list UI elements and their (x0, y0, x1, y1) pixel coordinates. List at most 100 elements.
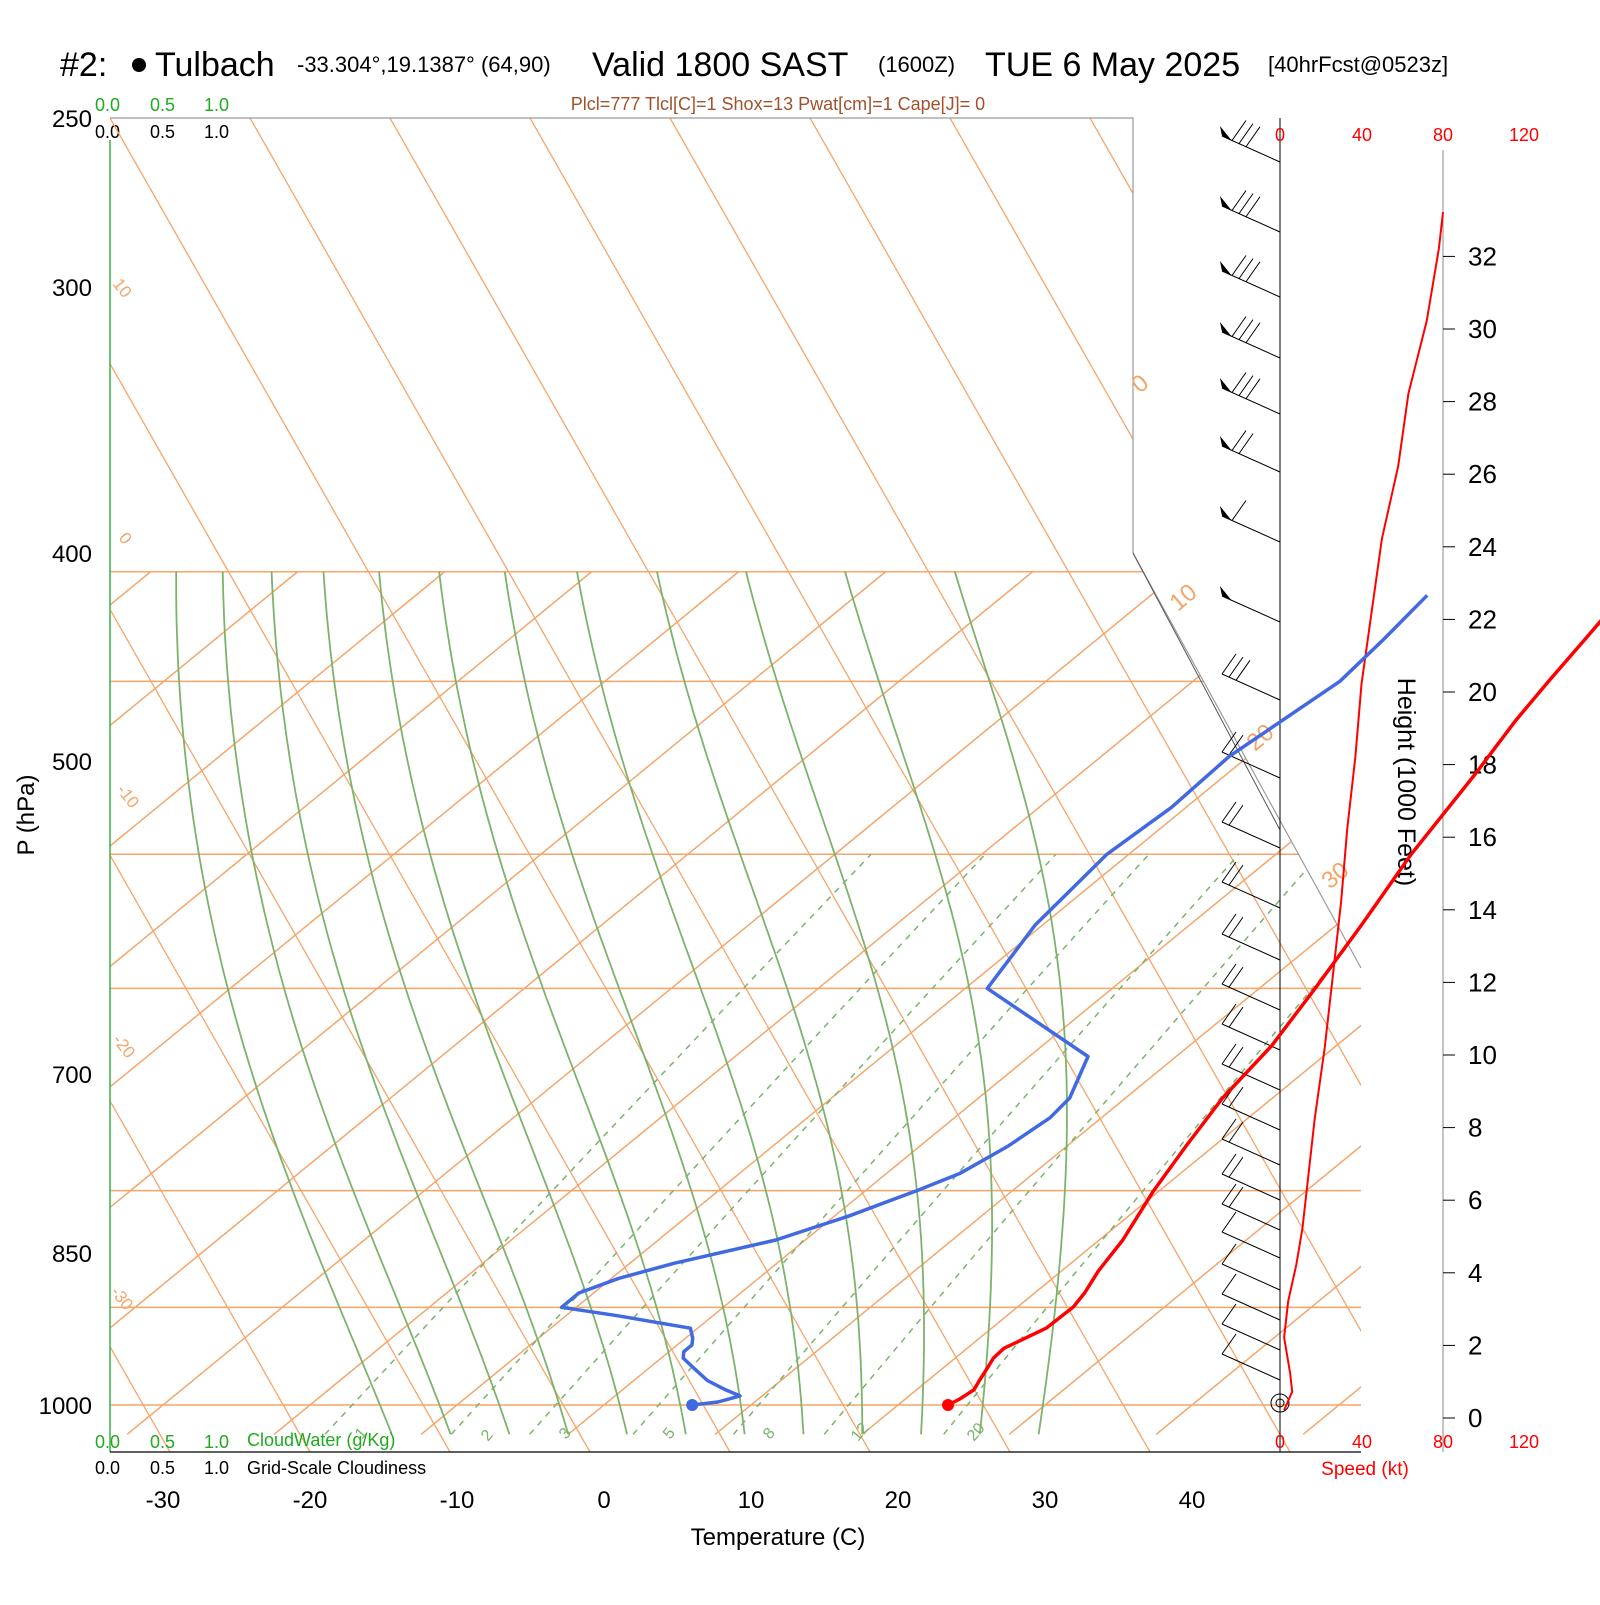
wind-barb (1221, 1243, 1281, 1291)
forecast-date: TUE 6 May 2025 (985, 46, 1240, 84)
dry-adiabat-line (110, 118, 591, 1452)
wind-barb (1220, 120, 1281, 163)
cloudiness-tick: 0.5 (150, 1458, 175, 1478)
cloud-scale-top: 0.0 0.5 1.0 0.0 0.5 1.0 (95, 95, 229, 142)
wind-barb-shaft (1221, 1323, 1281, 1351)
mixing-ratio-label: 20 (964, 1420, 989, 1445)
wind-barb-feather (1245, 196, 1261, 218)
wind-barb (1221, 1273, 1281, 1321)
wind-barb-feather (1245, 261, 1261, 283)
isotherm-label: 10 (109, 275, 136, 302)
isotherm-line (273, 571, 1328, 1435)
mixing-ratio-line (450, 853, 986, 1435)
wind-barb-feather (1245, 322, 1261, 344)
wind-barb-feather (1228, 734, 1244, 756)
background-lines (110, 118, 1361, 1452)
wind-barb-shaft (1221, 1063, 1281, 1091)
x-tick: -10 (440, 1487, 475, 1514)
wind-barb-shaft (1221, 445, 1281, 473)
valid-time: Valid 1800 SAST (592, 46, 848, 84)
station-name: Tulbach (155, 46, 275, 84)
mixing-ratio-label: 12 (848, 1420, 873, 1445)
speed-tick: 120 (1509, 1432, 1539, 1452)
isotherm-label: 30 (1317, 857, 1355, 895)
wind-barb-feather (1238, 193, 1254, 214)
wind-barb-feather (1238, 433, 1254, 454)
wind-barb-feather (1221, 913, 1237, 935)
wind-barb-pennant (1220, 196, 1232, 211)
pressure-tick: 1000 (39, 1393, 92, 1420)
wind-barb (1221, 1303, 1281, 1351)
station-coords: -33.304°,19.1387° (64,90) (297, 52, 551, 77)
dry-adiabat-line (389, 118, 1151, 1452)
wind-barb (1220, 500, 1281, 543)
wind-barb-feather (1221, 801, 1237, 823)
cloudwater-tick: 1.0 (204, 1432, 229, 1452)
wind-barb (1221, 1043, 1281, 1091)
wind-barb-shaft (1221, 1353, 1281, 1381)
isotherm-label: -20 (109, 1031, 139, 1062)
wind-barb-feather (1221, 861, 1237, 883)
speed-tick: 0 (1275, 125, 1285, 145)
wind-barb-shaft (1221, 673, 1281, 701)
cloudwater-tick: 0.5 (150, 95, 175, 115)
wind-barb-feather (1221, 1333, 1237, 1355)
y-axis-label: P (hPa) (13, 775, 40, 856)
wind-barb-feather (1238, 319, 1254, 340)
dry-adiabat-line (669, 118, 1361, 1452)
pressure-tick: 850 (52, 1241, 92, 1268)
calm-inner-circle (1275, 1398, 1285, 1408)
x-tick: 40 (1179, 1487, 1206, 1514)
wind-barb-feather (1231, 430, 1247, 451)
dry-adiabat-line (110, 118, 451, 1452)
wind-barb-feather (1235, 659, 1251, 681)
wind-barb-feather (1231, 372, 1247, 393)
wind-barb-shaft (1221, 270, 1281, 298)
mixing-ratio-line (823, 853, 1321, 1435)
wind-barb (1221, 801, 1281, 849)
wind-barb-feather (1228, 1006, 1244, 1028)
wind-barb (1221, 1153, 1281, 1201)
moist-adiabat-line (656, 571, 864, 1435)
mixing-ratio-label: 5 (660, 1425, 679, 1443)
wind-barb-shaft (1221, 1173, 1281, 1201)
isotherm-label: 0 (1127, 369, 1155, 398)
wind-barb (1221, 913, 1281, 961)
wind-barb-shaft (1221, 1203, 1281, 1231)
sounding-indices: Plcl=777 Tlcl[C]=1 Shox=13 Pwat[cm]=1 Ca… (571, 94, 985, 114)
utc-time: (1600Z) (878, 52, 955, 77)
wind-speed-profile (1283, 211, 1444, 1411)
calm-wind-marker (1270, 1393, 1290, 1413)
moist-adiabat-line (322, 571, 570, 1435)
wind-barb (1220, 430, 1281, 473)
pressure-tick: 700 (52, 1062, 92, 1089)
wind-barb-shaft (1221, 1103, 1281, 1131)
wind-barb-feather (1238, 123, 1254, 144)
forecast-run: [40hrFcst@0523z] (1268, 52, 1448, 77)
wind-barb-feather (1238, 258, 1254, 279)
isotherm-line (110, 571, 887, 1435)
wind-barb-feather (1231, 500, 1247, 521)
mixing-ratio-line (632, 853, 1150, 1435)
wind-barb-feather (1221, 1303, 1237, 1325)
isotherm-line (1155, 571, 1361, 1435)
wind-barb-pennant (1220, 126, 1232, 141)
isotherm-line (714, 571, 1361, 1435)
wind-barb-feather (1231, 255, 1247, 276)
isotherm-line (110, 571, 1034, 1435)
cloudiness-tick: 1.0 (204, 122, 229, 142)
isotherm-label: 10 (1165, 579, 1203, 617)
moist-adiabat-line (503, 571, 746, 1435)
x-tick: 20 (885, 1487, 912, 1514)
isotherm-label: 0 (115, 529, 136, 548)
moist-adiabat-line (378, 571, 628, 1435)
wind-barb (1221, 963, 1281, 1011)
pressure-tick: 300 (52, 275, 92, 302)
speed-tick: 120 (1509, 125, 1539, 145)
wind-barb-shaft (1221, 933, 1281, 961)
height-tick-label: 10 (1468, 1040, 1497, 1070)
height-tick-label: 20 (1468, 677, 1497, 707)
wind-barb-feather (1231, 120, 1247, 141)
wind-barb-shaft (1221, 821, 1281, 849)
